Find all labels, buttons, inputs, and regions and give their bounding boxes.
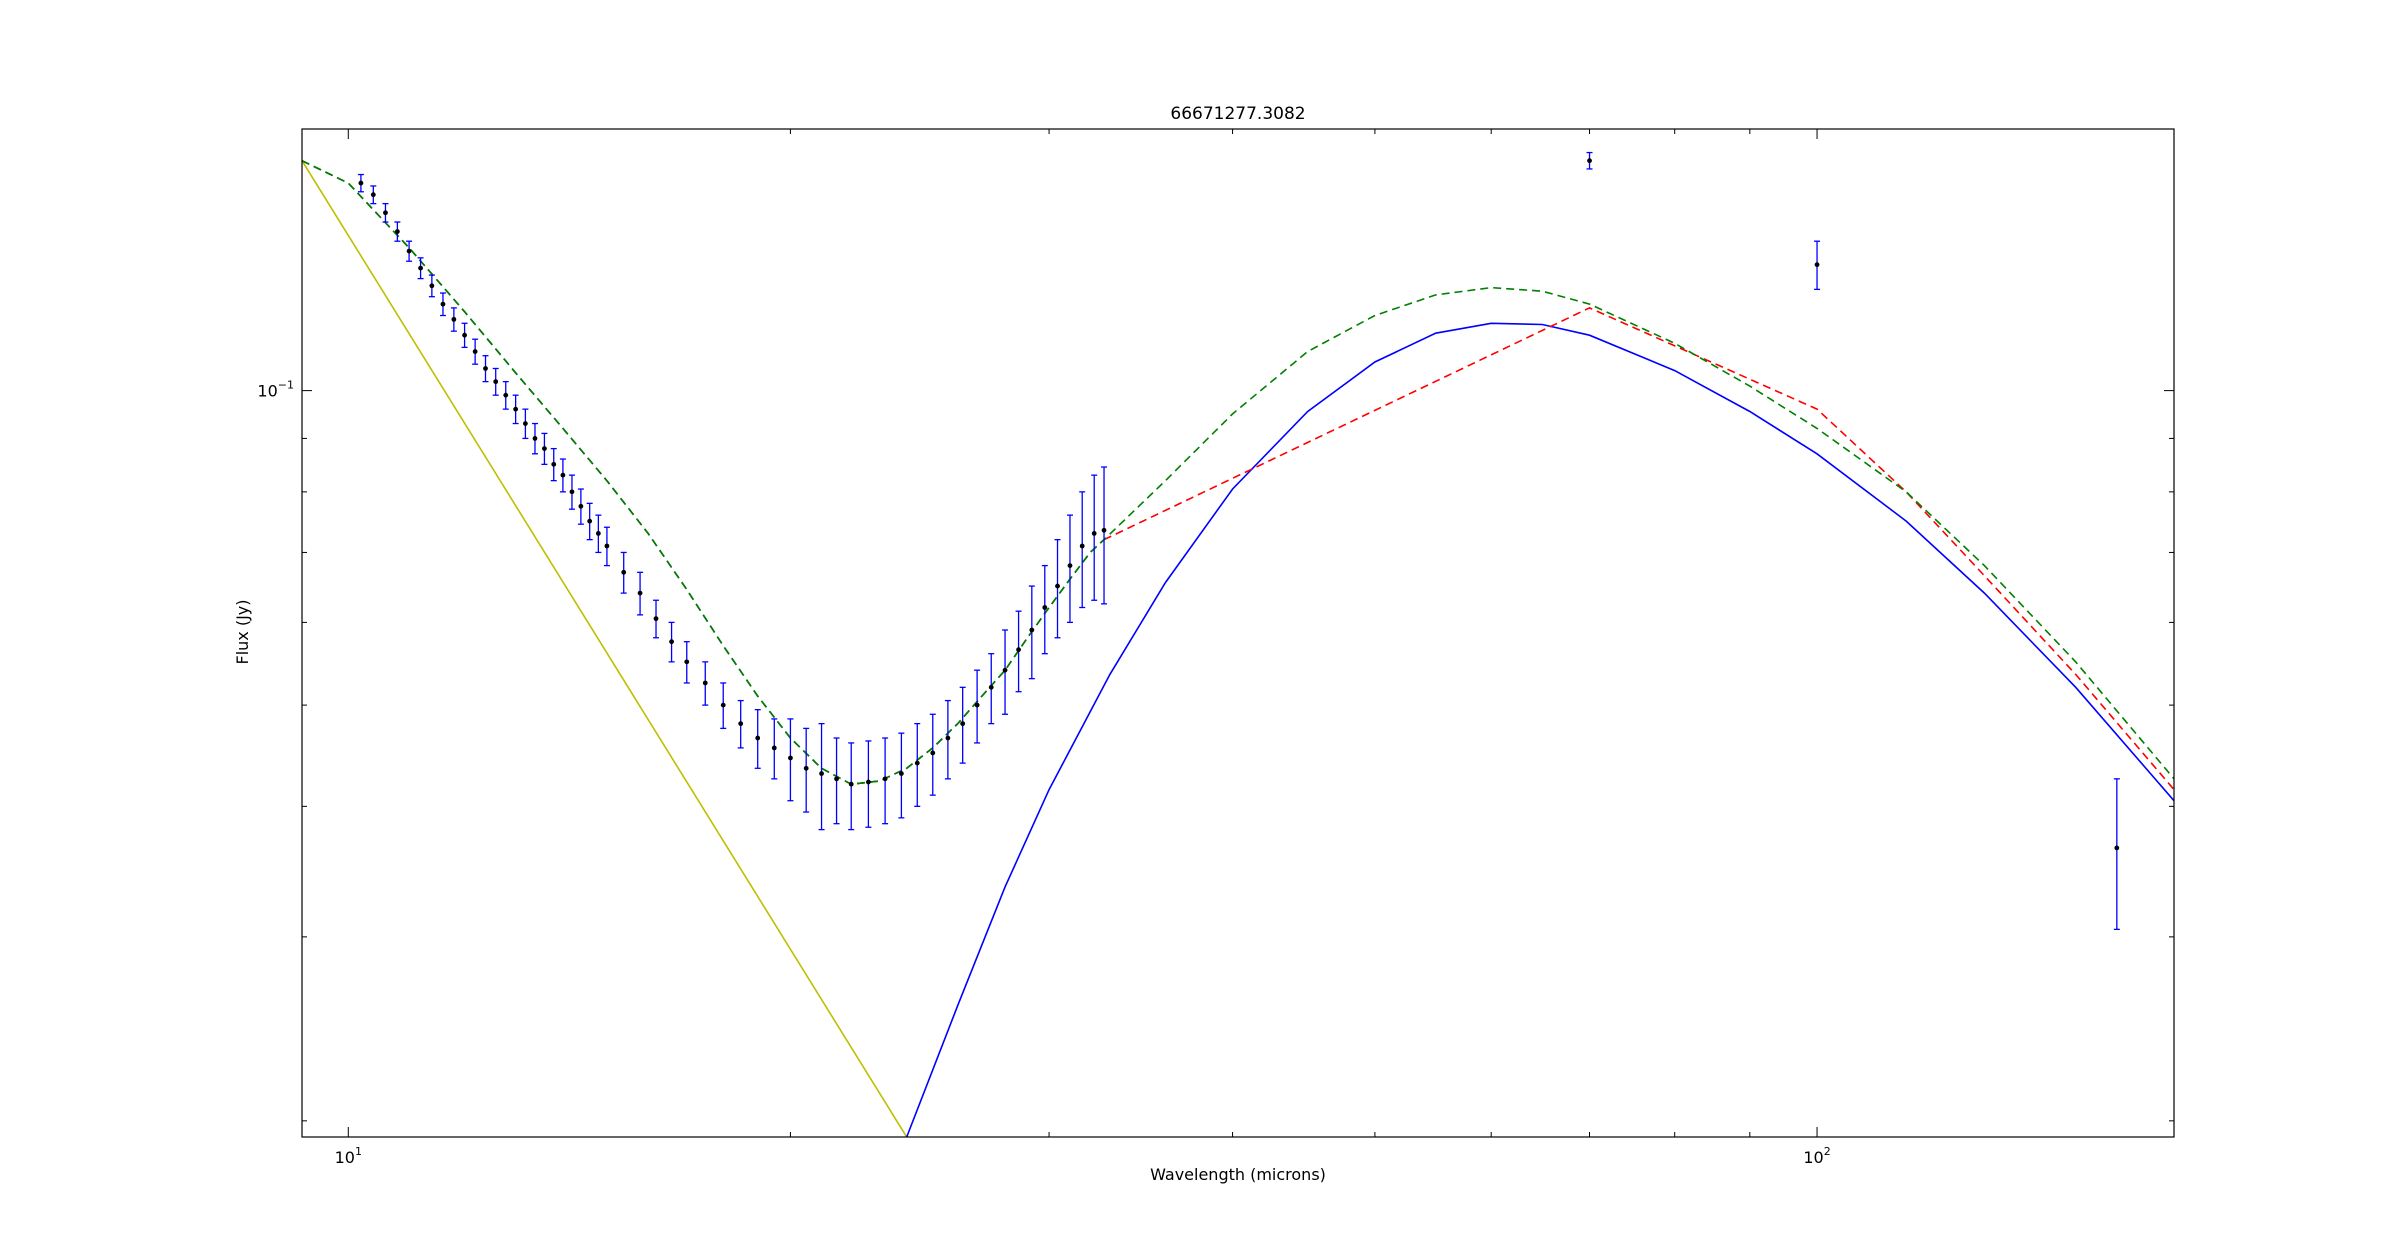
data-point xyxy=(653,616,659,622)
data-point xyxy=(532,436,538,441)
data-point xyxy=(1016,647,1021,653)
data-point xyxy=(1587,158,1592,164)
model-line-0 xyxy=(302,160,908,1137)
data-point xyxy=(1067,563,1073,568)
data-point xyxy=(406,248,412,254)
data-point xyxy=(803,765,809,771)
data-point xyxy=(462,332,467,338)
data-point xyxy=(522,421,528,426)
data-point xyxy=(684,659,690,665)
data-point xyxy=(738,721,744,727)
data-point xyxy=(882,776,888,782)
data-point xyxy=(394,229,400,234)
data-point xyxy=(1814,262,1820,268)
y-axis-label: Flux (Jy) xyxy=(233,599,252,664)
data-point xyxy=(1079,543,1085,549)
data-point xyxy=(960,721,966,727)
data-point xyxy=(898,771,904,776)
data-point xyxy=(755,735,761,741)
data-point xyxy=(578,503,584,509)
data-point xyxy=(440,301,446,307)
data-point xyxy=(834,776,839,782)
data-point xyxy=(429,283,435,289)
data-point xyxy=(483,366,488,371)
data-point xyxy=(848,781,854,787)
data-point xyxy=(930,750,936,756)
data-layer xyxy=(302,151,2174,1137)
y-tick-label: 10−1 xyxy=(257,379,294,401)
data-point xyxy=(720,702,726,708)
x-tick-label: 102 xyxy=(1803,1145,1830,1167)
data-point xyxy=(383,210,388,216)
data-point xyxy=(604,543,610,549)
data-point xyxy=(418,265,423,271)
data-point xyxy=(1029,627,1035,633)
data-point xyxy=(914,760,920,766)
data-point xyxy=(988,684,994,690)
data-point xyxy=(788,755,793,761)
data-point xyxy=(513,406,519,412)
data-point xyxy=(945,735,951,741)
data-point xyxy=(493,379,499,385)
plot-area: 101 102 10−1 xyxy=(257,128,2175,1167)
data-point xyxy=(1042,605,1048,610)
data-point xyxy=(974,702,980,708)
data-point xyxy=(637,590,643,596)
data-point xyxy=(1091,531,1097,536)
axes-frame xyxy=(301,128,2175,1138)
data-point xyxy=(865,779,871,785)
model-line-3 xyxy=(1103,307,2174,791)
model-line-4 xyxy=(302,159,2174,786)
chart-title: 66671277.3082 xyxy=(1170,104,1305,124)
data-point xyxy=(595,531,601,536)
data-point xyxy=(1055,583,1060,589)
model-line-1 xyxy=(905,322,2174,1137)
x-axis-label: Wavelength (microns) xyxy=(1150,1165,1326,1184)
data-point xyxy=(1101,527,1107,533)
data-point xyxy=(1002,667,1008,673)
data-point xyxy=(472,349,478,354)
data-point xyxy=(569,489,575,495)
data-point xyxy=(621,569,627,575)
data-point xyxy=(551,461,557,467)
data-point xyxy=(771,745,777,751)
data-point xyxy=(702,680,708,686)
x-tick-label: 101 xyxy=(335,1145,362,1167)
data-point xyxy=(503,392,509,398)
data-point xyxy=(358,180,364,186)
data-point xyxy=(560,472,566,478)
data-point xyxy=(819,771,824,776)
data-point xyxy=(669,639,674,645)
data-point xyxy=(2114,845,2120,851)
data-point xyxy=(542,446,547,452)
data-point xyxy=(451,316,457,322)
data-point xyxy=(370,192,376,198)
data-point xyxy=(587,518,593,524)
